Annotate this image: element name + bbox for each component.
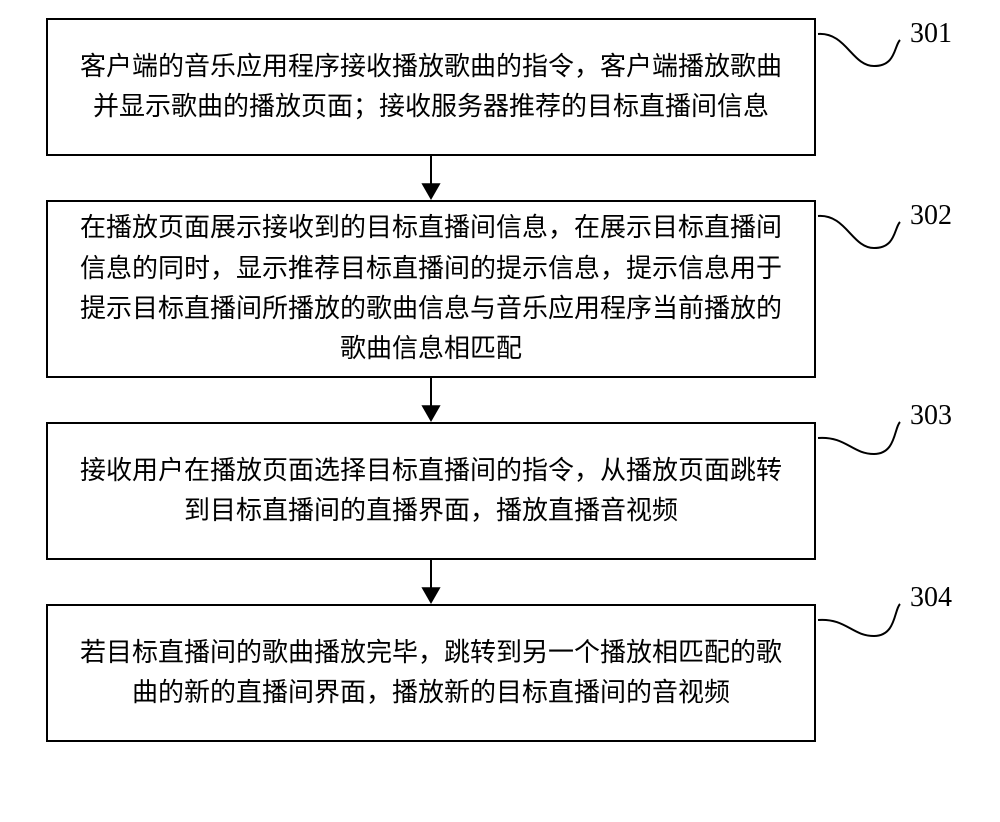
flow-arrow-n303-n304 — [0, 0, 1000, 822]
flowchart-canvas: 客户端的音乐应用程序接收播放歌曲的指令，客户端播放歌曲并显示歌曲的播放页面；接收… — [0, 0, 1000, 822]
